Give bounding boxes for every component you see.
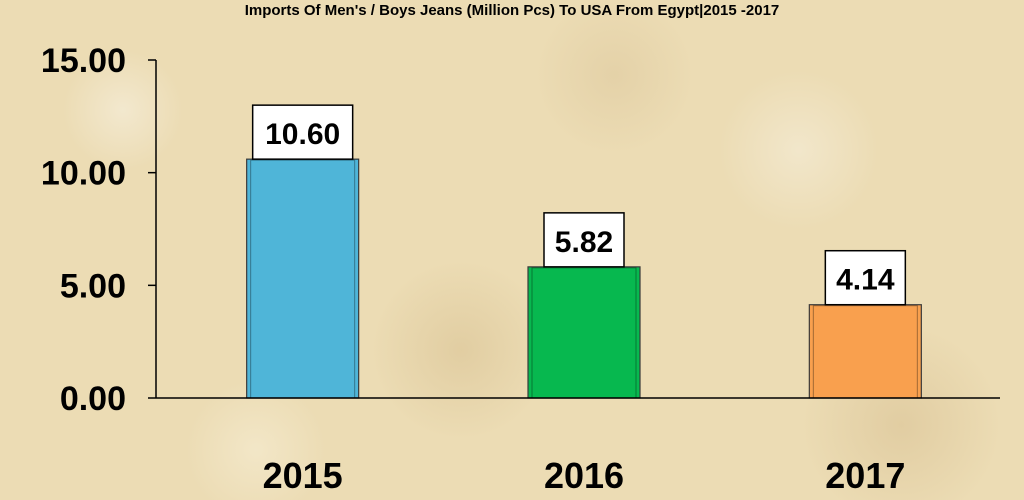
- data-label-box: [251, 104, 354, 160]
- x-tick-label-2016: 2016: [544, 455, 624, 496]
- data-label-box: [543, 212, 625, 268]
- chart-title: Imports Of Men's / Boys Jeans (Million P…: [245, 2, 780, 19]
- y-tick-label: 10.00: [41, 155, 126, 193]
- bars: [246, 158, 922, 399]
- data-label-2017: 4.14: [836, 264, 895, 297]
- bar-2017: [808, 304, 922, 399]
- data-label-2015: 10.60: [265, 118, 340, 151]
- y-axis: 0.00 5.00 10.00 15.00: [41, 42, 157, 418]
- x-tick-label-2017: 2017: [825, 455, 905, 496]
- x-tick-label-2015: 2015: [263, 455, 343, 496]
- y-tick-label: 15.00: [41, 42, 126, 80]
- y-tick-label: 5.00: [60, 267, 126, 305]
- data-label-box: [824, 249, 907, 306]
- y-tick-label: 0.00: [60, 380, 126, 418]
- bar-2015: [246, 158, 360, 399]
- data-label-2016: 5.82: [555, 226, 613, 259]
- bar-2016: [527, 266, 641, 399]
- data-labels: 10.60 5.82 4.14: [251, 104, 907, 306]
- x-axis: 2015 2016 2017: [156, 397, 1000, 496]
